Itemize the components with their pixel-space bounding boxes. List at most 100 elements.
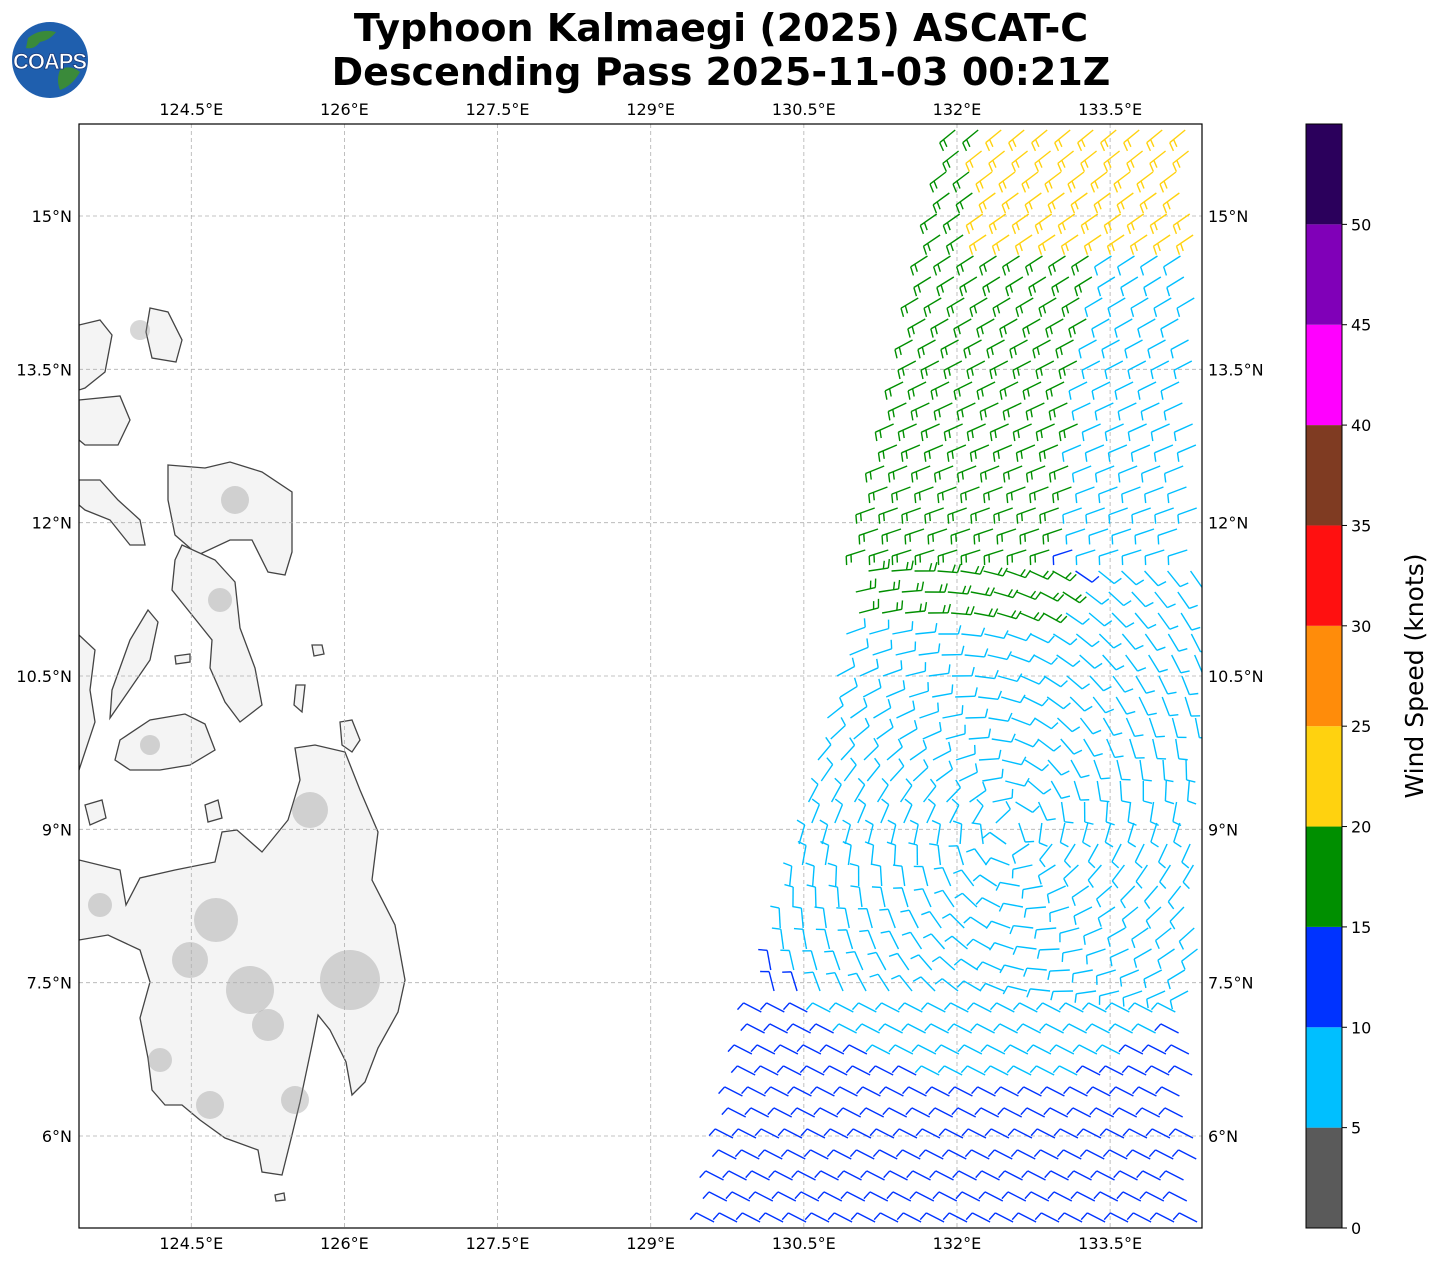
- wind-barb-flag: [1097, 917, 1102, 927]
- wind-barb-flag: [1069, 638, 1078, 646]
- wind-barb-staff: [1147, 1044, 1167, 1055]
- colorbar-tick-label: 15: [1351, 918, 1371, 937]
- wind-barb-staff: [1151, 423, 1170, 433]
- wind-barb-staff: [1048, 255, 1066, 268]
- wind-barb-staff: [1092, 1086, 1111, 1097]
- wind-barb-flag: [711, 1149, 719, 1158]
- wind-barb-flag: [1021, 889, 1024, 899]
- wind-barb-staff: [718, 1212, 738, 1223]
- wind-barb-flag: [952, 183, 958, 193]
- wind-barb-staff: [756, 1044, 776, 1055]
- wind-barb-staff: [950, 528, 971, 537]
- wind-barb-staff: [982, 276, 1001, 289]
- wind-barb-staff: [1008, 129, 1025, 144]
- wind-barb-flag: [805, 862, 815, 867]
- wind-barb-staff: [774, 1170, 793, 1181]
- wind-barb-flag: [983, 1065, 991, 1074]
- wind-barb-staff: [1040, 1149, 1059, 1160]
- wind-barb-staff: [875, 423, 894, 433]
- wind-barb-staff: [1163, 255, 1181, 268]
- wind-barb-flag: [965, 225, 971, 235]
- wind-barb-staff: [984, 549, 1004, 557]
- wind-barb-flag: [1005, 287, 1010, 297]
- wind-barb-flag: [1100, 777, 1110, 780]
- wind-barb-staff: [936, 824, 942, 845]
- wind-barb-staff: [922, 866, 929, 887]
- wind-barb-staff: [1030, 549, 1050, 557]
- wind-barb-flag: [1061, 452, 1065, 462]
- wind-barb-staff: [921, 1065, 940, 1076]
- wind-barb-staff: [962, 129, 979, 144]
- wind-barb-flag: [1127, 821, 1137, 826]
- wind-barb-flag: [918, 492, 921, 501]
- wind-barb-staff: [1177, 507, 1197, 516]
- wind-barb-staff: [921, 1128, 941, 1139]
- wind-barb-staff: [835, 1002, 854, 1013]
- wind-barb-flag: [1165, 800, 1175, 805]
- wind-barb-flag: [1026, 988, 1031, 998]
- wind-barb-staff: [812, 1002, 831, 1013]
- wind-barb-flag: [1084, 222, 1089, 231]
- wind-barb-flag: [1175, 245, 1181, 255]
- terrain-shade: [281, 1086, 309, 1114]
- colorbar-tick-label: 50: [1351, 215, 1371, 234]
- wind-barb-flag: [864, 473, 868, 483]
- wind-barb-flag: [1130, 160, 1135, 168]
- wind-barb-staff: [1094, 255, 1112, 268]
- wind-barb-staff: [1015, 801, 1034, 813]
- wind-barb-staff: [896, 708, 915, 719]
- wind-barb-flag: [1078, 284, 1083, 293]
- wind-barb-staff: [1004, 1170, 1023, 1181]
- wind-barb-flag: [944, 935, 953, 942]
- wind-barb-flag: [1037, 245, 1043, 255]
- wind-barb-staff: [1015, 234, 1033, 247]
- wind-barb-staff: [1063, 1149, 1082, 1160]
- lat-tick-label-left: 7.5°N: [27, 974, 72, 993]
- wind-barb-flag: [1149, 1212, 1157, 1221]
- wind-barb-flag: [996, 535, 999, 545]
- wind-barb-flag: [895, 1149, 903, 1158]
- wind-barb-flag: [1134, 734, 1144, 737]
- wind-barb-flag: [1084, 160, 1089, 168]
- wind-barb-flag: [988, 139, 994, 148]
- wind-barb-flag: [974, 687, 978, 697]
- wind-barb-staff: [779, 1044, 799, 1055]
- wind-barb-flag: [1089, 1107, 1097, 1116]
- wind-barb-staff: [1162, 192, 1180, 206]
- wind-barb-flag: [902, 1086, 910, 1095]
- wind-barb-flag: [992, 222, 997, 231]
- wind-barb-flag: [1063, 430, 1066, 439]
- wind-barb-staff: [878, 507, 898, 516]
- wind-barb-flag: [1127, 370, 1131, 380]
- wind-barb-flag: [1084, 821, 1094, 825]
- wind-barb-staff: [1149, 801, 1155, 822]
- wind-barb-staff: [927, 1002, 946, 1013]
- wind-barb-staff: [946, 297, 965, 309]
- wind-barb-flag: [1094, 411, 1098, 421]
- wind-barb-staff: [891, 568, 912, 572]
- wind-barb-staff: [1157, 843, 1168, 863]
- wind-barb-staff: [1131, 591, 1146, 608]
- wind-barb-flag: [838, 697, 844, 706]
- wind-barb-staff: [1178, 927, 1195, 942]
- wind-barb-flag: [1058, 432, 1062, 442]
- wind-barb-flag: [955, 779, 962, 788]
- wind-barb-flag: [948, 741, 952, 751]
- wind-barb-staff: [1111, 612, 1127, 628]
- wind-barb-staff: [807, 784, 819, 803]
- wind-barb-flag: [1126, 139, 1132, 148]
- wind-barb-flag: [1160, 390, 1164, 400]
- wind-barb-staff: [1047, 192, 1065, 206]
- wind-barb-staff: [1105, 423, 1124, 433]
- wind-barb-staff: [1160, 1023, 1179, 1034]
- wind-barb-flag: [1041, 698, 1049, 707]
- wind-barb-flag: [982, 831, 991, 839]
- wind-barb-flag: [963, 349, 967, 359]
- wind-barb-staff: [1170, 339, 1189, 351]
- wind-barb-flag: [828, 884, 838, 888]
- wind-barb-staff: [1097, 276, 1116, 289]
- wind-barb-flag: [1135, 1107, 1143, 1116]
- wind-barb-flag: [1143, 201, 1148, 210]
- wind-barb-staff: [1120, 969, 1140, 979]
- wind-barb-flag: [1084, 705, 1093, 712]
